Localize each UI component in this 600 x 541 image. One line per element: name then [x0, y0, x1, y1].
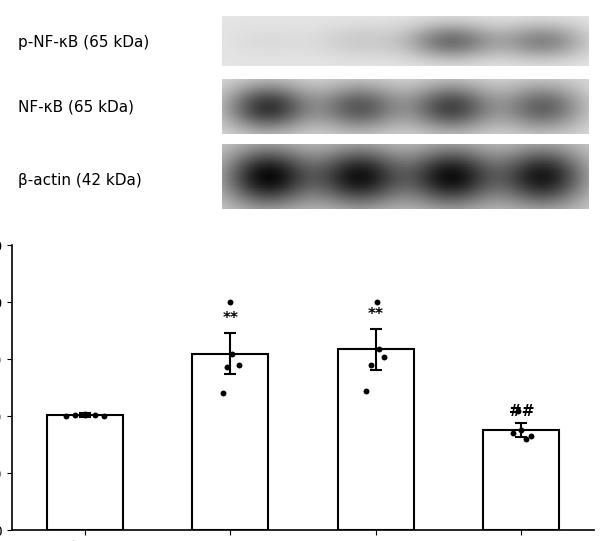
Bar	[47, 415, 122, 530]
Bar	[338, 349, 413, 530]
Point	[527, 431, 536, 440]
Point	[80, 410, 89, 418]
Point	[70, 411, 79, 419]
Point	[218, 389, 228, 398]
Point	[227, 349, 236, 358]
Text: p-NF-κB (65 kDa): p-NF-κB (65 kDa)	[18, 35, 149, 50]
Point	[90, 411, 100, 419]
Point	[99, 412, 109, 420]
Point	[373, 298, 382, 307]
Point	[380, 353, 389, 361]
Text: NF-κB (65 kDa): NF-κB (65 kDa)	[18, 100, 134, 115]
Point	[514, 406, 523, 415]
Text: **: **	[222, 311, 238, 326]
Text: β-actin (42 kDa): β-actin (42 kDa)	[18, 173, 142, 188]
Point	[374, 345, 383, 353]
Point	[226, 298, 235, 307]
Bar	[484, 430, 559, 530]
Point	[517, 426, 526, 434]
Bar	[193, 354, 268, 530]
Point	[80, 411, 89, 419]
Text: ##: ##	[509, 404, 534, 419]
Point	[361, 387, 370, 395]
Point	[223, 363, 232, 372]
Point	[508, 429, 517, 438]
Point	[521, 435, 530, 444]
Point	[61, 412, 71, 420]
Point	[367, 361, 376, 370]
Point	[234, 361, 244, 370]
Text: **: **	[368, 307, 384, 322]
